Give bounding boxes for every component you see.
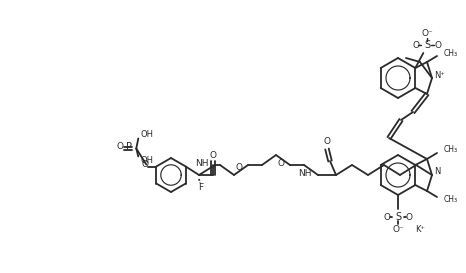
Text: O⁻: O⁻ [392,224,404,233]
Text: S: S [424,40,431,50]
Text: O: O [277,159,284,168]
Text: O: O [413,40,420,49]
Text: OH: OH [140,156,153,165]
Text: O: O [384,212,391,221]
Text: K⁺: K⁺ [415,224,425,233]
Text: O: O [141,160,148,169]
Text: O: O [117,142,124,151]
Text: N⁺: N⁺ [434,70,445,79]
Text: O⁻: O⁻ [421,29,433,38]
Text: F: F [199,182,204,191]
Text: O: O [210,150,217,159]
Text: O: O [235,162,242,171]
Text: CH₃: CH₃ [444,195,458,204]
Text: O: O [405,212,412,221]
Text: CH₃: CH₃ [444,49,458,58]
Text: O: O [323,136,330,146]
Text: S: S [395,212,401,222]
Text: O: O [435,40,442,49]
Text: N: N [434,168,440,177]
Text: NH: NH [299,168,312,177]
Text: CH₃: CH₃ [444,146,458,155]
Text: NH: NH [196,159,209,168]
Text: OH: OH [140,130,153,139]
Text: P: P [126,141,132,152]
